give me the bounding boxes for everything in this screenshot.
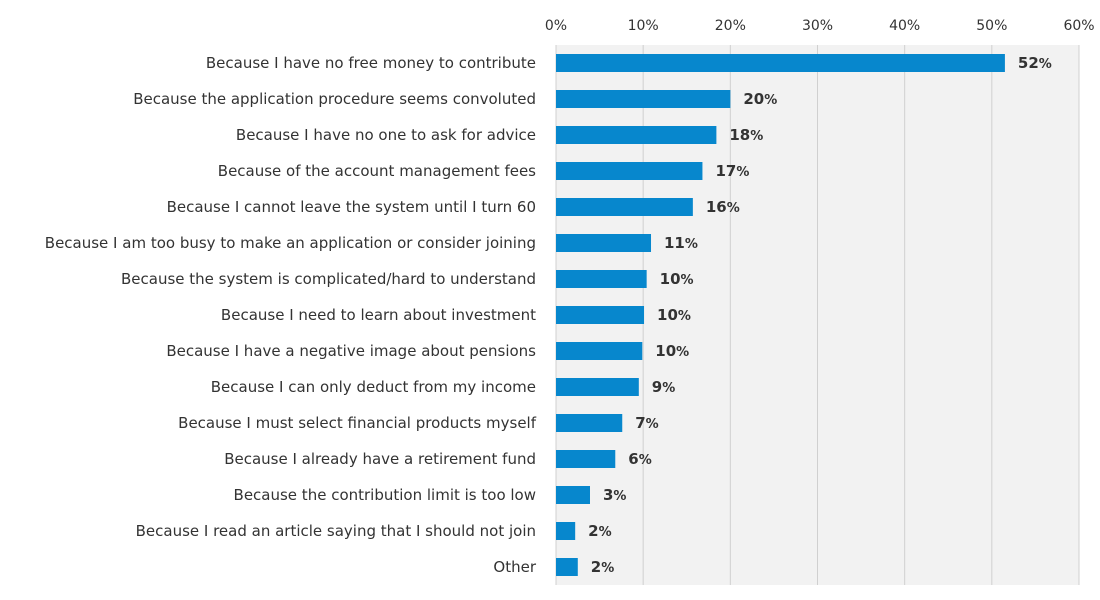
data-label-unit: % bbox=[646, 417, 659, 432]
data-label-value: 20 bbox=[743, 90, 764, 108]
data-label: 7% bbox=[635, 414, 658, 432]
data-label-unit: % bbox=[727, 201, 740, 216]
category-label: Because I cannot leave the system until … bbox=[167, 198, 536, 216]
category-label: Because I am too busy to make an applica… bbox=[45, 234, 536, 252]
data-label-unit: % bbox=[599, 525, 612, 540]
data-label-unit: % bbox=[662, 381, 675, 396]
bar bbox=[556, 342, 643, 360]
x-tick-label: 30% bbox=[802, 18, 833, 34]
data-label-value: 9 bbox=[652, 378, 662, 396]
data-label-value: 10 bbox=[657, 306, 678, 324]
data-label-value: 11 bbox=[664, 234, 685, 252]
category-label: Because I have no one to ask for advice bbox=[236, 126, 536, 144]
bar-series bbox=[556, 54, 1005, 576]
data-label: 3% bbox=[603, 486, 626, 504]
data-label-unit: % bbox=[613, 489, 626, 504]
data-label: 9% bbox=[652, 378, 675, 396]
data-label: 18% bbox=[729, 126, 763, 144]
category-label: Because I need to learn about investment bbox=[221, 306, 536, 324]
data-label-unit: % bbox=[678, 309, 691, 324]
bar bbox=[556, 306, 645, 324]
bar bbox=[556, 414, 623, 432]
category-label: Because the system is complicated/hard t… bbox=[121, 270, 536, 288]
data-label-value: 2 bbox=[588, 522, 598, 540]
data-label: 17% bbox=[715, 162, 749, 180]
data-label: 2% bbox=[591, 558, 614, 576]
data-label: 52% bbox=[1018, 54, 1052, 72]
bar bbox=[556, 90, 731, 108]
data-label: 10% bbox=[655, 342, 689, 360]
x-tick-label: 10% bbox=[628, 18, 659, 34]
bar bbox=[556, 126, 717, 144]
data-label-value: 2 bbox=[591, 558, 601, 576]
data-label: 11% bbox=[664, 234, 698, 252]
bar bbox=[556, 198, 693, 216]
category-label: Because I read an article saying that I … bbox=[136, 522, 536, 540]
data-label-value: 7 bbox=[635, 414, 645, 432]
category-labels: Because I have no free money to contribu… bbox=[45, 54, 537, 576]
data-label-unit: % bbox=[736, 165, 749, 180]
data-label-value: 18 bbox=[729, 126, 750, 144]
x-tick-label: 0% bbox=[545, 18, 567, 34]
data-label: 10% bbox=[657, 306, 691, 324]
category-label: Because I already have a retirement fund bbox=[224, 450, 536, 468]
data-label-value: 52 bbox=[1018, 54, 1039, 72]
data-label-unit: % bbox=[601, 561, 614, 576]
data-label-unit: % bbox=[1039, 57, 1052, 72]
bar bbox=[556, 558, 578, 576]
data-label: 10% bbox=[660, 270, 694, 288]
category-label: Because I must select financial products… bbox=[178, 414, 537, 432]
category-label: Because I have no free money to contribu… bbox=[206, 54, 536, 72]
data-label: 2% bbox=[588, 522, 611, 540]
data-label-unit: % bbox=[639, 453, 652, 468]
x-tick-label: 20% bbox=[715, 18, 746, 34]
bar bbox=[556, 486, 590, 504]
data-label-unit: % bbox=[685, 237, 698, 252]
category-label: Because the contribution limit is too lo… bbox=[234, 486, 536, 504]
bar bbox=[556, 162, 703, 180]
data-labels: 52%20%18%17%16%11%10%10%10%9%7%6%3%2%2% bbox=[588, 54, 1052, 576]
data-label-value: 10 bbox=[660, 270, 681, 288]
data-label-value: 17 bbox=[715, 162, 736, 180]
bar bbox=[556, 522, 576, 540]
data-label-value: 10 bbox=[655, 342, 676, 360]
data-label-value: 3 bbox=[603, 486, 613, 504]
category-label: Because I have a negative image about pe… bbox=[166, 342, 536, 360]
bar bbox=[556, 378, 639, 396]
data-label: 6% bbox=[628, 450, 651, 468]
bar bbox=[556, 54, 1005, 72]
x-tick-label: 40% bbox=[889, 18, 920, 34]
category-label: Because the application procedure seems … bbox=[133, 90, 536, 108]
bar bbox=[556, 450, 616, 468]
category-label: Because I can only deduct from my income bbox=[211, 378, 536, 396]
category-label: Because of the account management fees bbox=[218, 162, 536, 180]
bar bbox=[556, 270, 647, 288]
data-label: 20% bbox=[743, 90, 777, 108]
x-tick-label: 50% bbox=[976, 18, 1007, 34]
data-label: 16% bbox=[706, 198, 740, 216]
data-label-value: 16 bbox=[706, 198, 727, 216]
data-label-unit: % bbox=[750, 129, 763, 144]
data-label-unit: % bbox=[681, 273, 694, 288]
bar bbox=[556, 234, 652, 252]
x-tick-label: 60% bbox=[1063, 18, 1094, 34]
data-label-unit: % bbox=[676, 345, 689, 360]
data-label-unit: % bbox=[764, 93, 777, 108]
category-label: Other bbox=[493, 558, 536, 576]
data-label-value: 6 bbox=[628, 450, 638, 468]
x-axis-ticks: 0% 10% 20% 30% 40% 50% 60% bbox=[545, 18, 1095, 34]
